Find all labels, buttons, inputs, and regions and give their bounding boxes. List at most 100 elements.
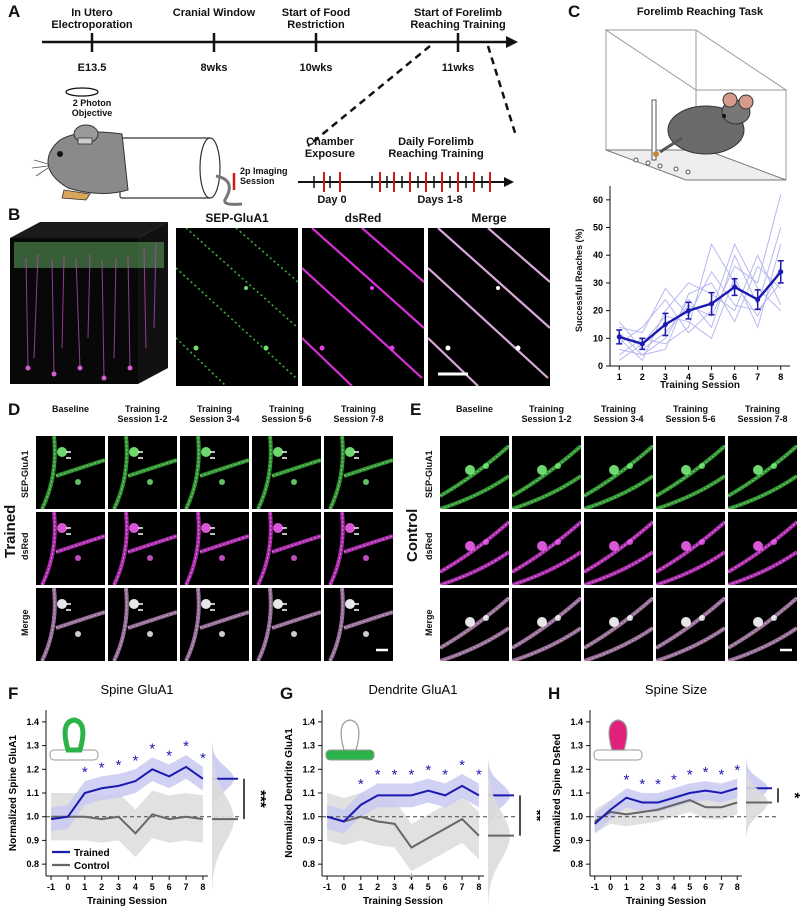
x-tick-label: 7 bbox=[719, 882, 724, 892]
error-band bbox=[594, 778, 738, 834]
chart-title: Spine Size bbox=[645, 682, 707, 697]
timeline-time-4: 11wks bbox=[441, 62, 475, 74]
micrograph-tile bbox=[252, 588, 321, 661]
micrograph-tile bbox=[180, 588, 249, 661]
micrograph-tile bbox=[180, 436, 249, 509]
micrograph-tile bbox=[728, 512, 797, 585]
d-group-label: Trained bbox=[2, 504, 19, 558]
y-axis-label: Normalized Spine DsRed bbox=[552, 734, 563, 852]
x-tick-label: 4 bbox=[671, 882, 676, 892]
day0-label: Day 0 bbox=[317, 194, 347, 206]
y-tick-label: 1.1 bbox=[302, 788, 315, 798]
c-x-tick-label: 1 bbox=[617, 372, 622, 382]
timeline-event-3: Start of Food Restriction bbox=[281, 7, 351, 31]
x-tick-label: -1 bbox=[47, 882, 55, 892]
chart-title: Dendrite GluA1 bbox=[369, 682, 458, 697]
x-tick-label: 6 bbox=[703, 882, 708, 892]
chamber-exposure-label: Chamber Exposure bbox=[304, 136, 356, 160]
micrograph-tile bbox=[440, 512, 509, 585]
micrograph-tile bbox=[36, 588, 105, 661]
e-group-label: Control bbox=[404, 508, 421, 562]
row-label: SEP-GluA1 bbox=[424, 450, 434, 498]
c-xlabel: Training Session bbox=[659, 380, 741, 391]
row-label: dsRed bbox=[20, 532, 30, 560]
x-tick-label: 8 bbox=[735, 882, 740, 892]
overall-significance: * bbox=[786, 792, 800, 798]
micrograph-tile bbox=[512, 512, 581, 585]
row-label: Merge bbox=[20, 609, 30, 636]
panel-d-label: D bbox=[8, 400, 21, 419]
significance-star: * bbox=[375, 767, 381, 784]
x-tick-label: 3 bbox=[116, 882, 121, 892]
x-tick-label: 8 bbox=[200, 882, 205, 892]
series-line bbox=[51, 813, 204, 835]
micrograph-tile bbox=[656, 512, 725, 585]
b-image-dsred bbox=[302, 228, 424, 386]
significance-star: * bbox=[703, 764, 709, 781]
micrograph-tile bbox=[512, 588, 581, 661]
micrograph-tile bbox=[512, 436, 581, 509]
x-tick-label: 7 bbox=[460, 882, 465, 892]
micrograph-tile bbox=[252, 512, 321, 585]
significance-star: * bbox=[655, 776, 661, 793]
column-header: Training Session 5-6 bbox=[665, 404, 716, 424]
b-title-merge: Merge bbox=[471, 211, 507, 225]
column-header: Baseline bbox=[455, 404, 494, 414]
y-tick-label: 1.3 bbox=[302, 741, 315, 751]
c-x-tick-label: 6 bbox=[732, 372, 737, 382]
x-tick-label: 4 bbox=[409, 882, 414, 892]
c-mean-point bbox=[685, 308, 691, 314]
x-axis-label: Training Session bbox=[363, 896, 443, 907]
y-tick-label: 0.8 bbox=[570, 859, 583, 869]
c-x-tick-label: 5 bbox=[709, 372, 714, 382]
significance-star: * bbox=[425, 762, 431, 779]
x-tick-label: 2 bbox=[375, 882, 380, 892]
y-axis-label: Normalized Dendrite GluA1 bbox=[284, 728, 295, 858]
c-y-tick-label: 50 bbox=[593, 223, 603, 233]
column-header: Baseline bbox=[51, 404, 90, 414]
series-line bbox=[594, 787, 738, 825]
significance-star: * bbox=[639, 776, 645, 793]
significance-star: * bbox=[200, 750, 206, 767]
significance-star: * bbox=[392, 767, 398, 784]
micrograph-tile bbox=[656, 588, 725, 661]
column-header: Training Session 1-2 bbox=[117, 404, 168, 424]
c-mean-point bbox=[639, 341, 645, 347]
x-tick-label: 0 bbox=[341, 882, 346, 892]
timeline-event-2: Cranial Window bbox=[172, 7, 256, 19]
spine-size-chart: Spine Size 0.8 0.9 1.0 1.1 1.2 1.3 1.4 -1 0 1 2 3 4 5 6… bbox=[552, 682, 800, 907]
c-y-tick-label: 0 bbox=[598, 361, 603, 371]
reaching-box-illustration bbox=[604, 29, 788, 181]
x-axis-label: Training Session bbox=[87, 896, 167, 907]
y-tick-label: 0.9 bbox=[302, 835, 315, 845]
individual-mouse-line bbox=[618, 265, 782, 356]
c-x-tick-label: 2 bbox=[640, 372, 645, 382]
row-label: dsRed bbox=[424, 532, 434, 560]
imaging-legend-label: 2p Imaging Session bbox=[240, 166, 288, 186]
y-axis-label: Normalized Spine GluA1 bbox=[8, 734, 19, 851]
significance-star: * bbox=[623, 771, 629, 788]
c-title: Forelimb Reaching Task bbox=[636, 6, 764, 18]
panel-b-label: B bbox=[8, 205, 21, 224]
panel-a-label: A bbox=[8, 2, 21, 21]
micrograph-tile bbox=[728, 436, 797, 509]
timeline-time-2: 8wks bbox=[200, 62, 228, 74]
c-mean-point bbox=[662, 321, 668, 327]
panel-h-label: H bbox=[548, 684, 561, 703]
series-line bbox=[594, 799, 738, 823]
b-title-dsred: dsRed bbox=[344, 211, 382, 225]
cortex-3d-volume bbox=[10, 222, 168, 384]
cartoon-icon bbox=[49, 717, 99, 761]
y-tick-label: 0.9 bbox=[26, 835, 39, 845]
micrograph-tile bbox=[324, 512, 393, 585]
x-tick-label: 6 bbox=[443, 882, 448, 892]
x-tick-label: 5 bbox=[150, 882, 155, 892]
column-header: Training Session 7-8 bbox=[737, 404, 788, 424]
micrograph-tile bbox=[180, 512, 249, 585]
chart-title: Spine GluA1 bbox=[101, 682, 174, 697]
micrograph-tile bbox=[36, 512, 105, 585]
significance-star: * bbox=[149, 740, 155, 757]
c-x-tick-label: 4 bbox=[686, 372, 691, 382]
overall-significance: ** bbox=[528, 810, 540, 822]
y-tick-label: 1.0 bbox=[302, 812, 315, 822]
